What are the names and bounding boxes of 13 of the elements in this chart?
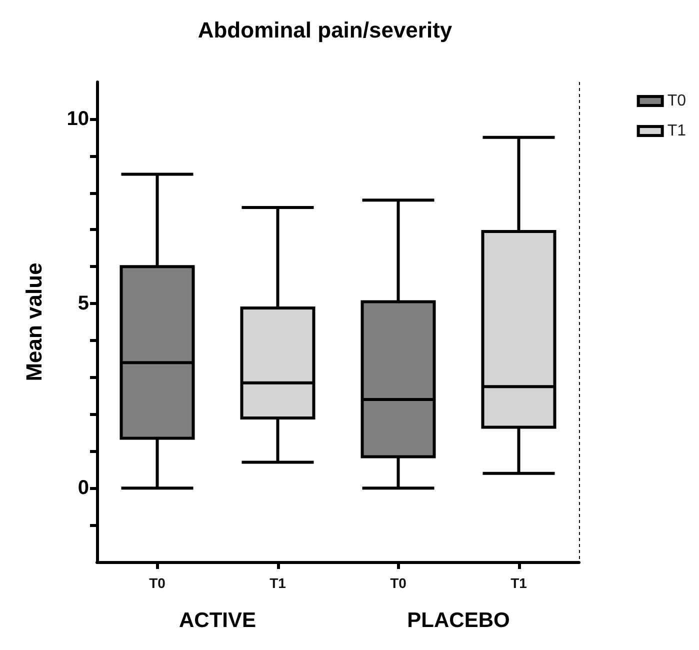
text: T0 (149, 575, 166, 591)
x-tick-label: ACTIVE (178, 609, 256, 632)
y-tick-label: 5 (78, 292, 89, 315)
text: T1 (270, 575, 286, 591)
legend-label: T0 (667, 92, 686, 110)
y-tick-label: 0 (78, 477, 89, 500)
y-axis-title: Mean value (22, 262, 46, 382)
y-tick-label: 10 (66, 108, 89, 130)
text: T0 (390, 575, 406, 591)
chart-title: Abdominal pain/severity (198, 18, 453, 42)
text: T1 (510, 575, 527, 591)
legend-label: T1 (667, 122, 686, 140)
x-tick-label: PLACEBO (407, 609, 510, 632)
